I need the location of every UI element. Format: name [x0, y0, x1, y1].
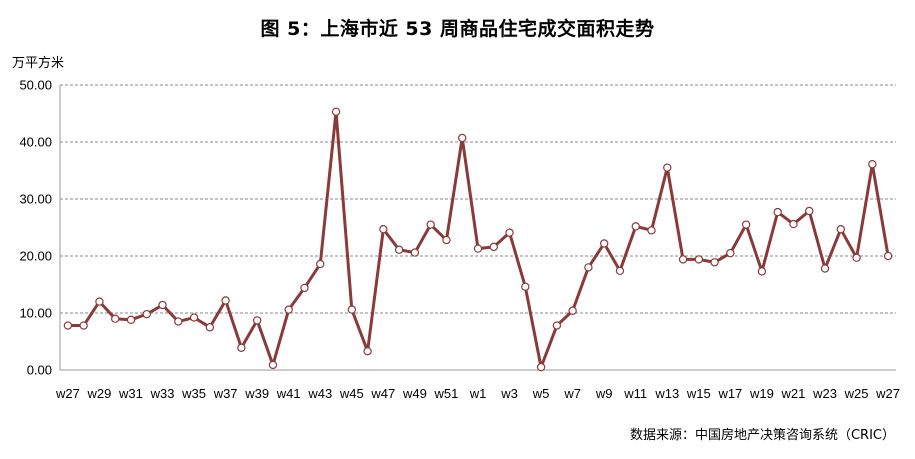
x-tick-label: w11: [623, 386, 647, 401]
data-point: [663, 163, 672, 172]
data-point: [678, 255, 688, 264]
data-point: [694, 255, 704, 264]
data-point: [552, 321, 562, 330]
x-tick-label: w5: [532, 386, 550, 401]
x-tick-label: w15: [686, 386, 711, 401]
x-tick-label: w23: [812, 386, 837, 401]
data-point: [710, 258, 719, 267]
data-point: [489, 242, 498, 252]
data-point: [773, 207, 782, 217]
x-tick-label: w9: [595, 386, 613, 401]
y-tick-label: 10.00: [19, 306, 52, 321]
data-point: [126, 315, 136, 325]
data-point: [379, 225, 388, 234]
x-tick-label: w17: [717, 386, 742, 401]
x-tick-label: w1: [469, 386, 487, 401]
data-point: [726, 248, 735, 258]
y-tick-label: 30.00: [19, 192, 52, 207]
data-point: [647, 226, 656, 235]
data-point: [268, 360, 278, 370]
x-tick-label: w31: [118, 386, 143, 401]
data-point: [631, 222, 640, 231]
y-tick-label: 0.00: [27, 363, 52, 378]
data-point: [284, 305, 293, 314]
x-tick-label: w35: [181, 386, 206, 401]
x-tick-label: w41: [276, 386, 301, 401]
data-point: [95, 297, 104, 306]
data-point: [205, 323, 215, 332]
data-point: [458, 133, 467, 143]
x-tick-label: w19: [749, 386, 774, 401]
x-tick-label: w27: [55, 386, 80, 401]
data-point: [331, 107, 341, 116]
data-point: [615, 266, 625, 276]
data-point: [757, 267, 767, 276]
data-point: [584, 263, 593, 272]
y-axis-label: 万平方米: [12, 56, 65, 71]
y-tick-label: 50.00: [19, 78, 52, 93]
data-point: [836, 225, 845, 234]
data-point: [111, 314, 120, 323]
data-point: [883, 251, 893, 261]
x-tick-label: w27: [875, 386, 900, 401]
x-tick-label: w49: [402, 386, 427, 401]
data-point: [789, 219, 798, 229]
data-point: [394, 245, 404, 254]
x-tick-label: w51: [434, 386, 459, 401]
data-point: [174, 317, 183, 326]
data-point: [237, 343, 246, 352]
x-tick-label: w47: [370, 386, 395, 401]
data-point: [79, 321, 88, 330]
x-tick-label: w29: [87, 386, 112, 401]
data-point: [410, 248, 420, 257]
chart-title: 图 5：上海市近 53 周商品住宅成交面积走势: [260, 18, 655, 40]
data-point: [852, 253, 861, 262]
x-tick-label: w37: [213, 386, 238, 401]
data-point: [426, 220, 435, 229]
x-tick-label: w43: [307, 386, 332, 401]
data-point: [599, 239, 609, 248]
data-point: [158, 300, 167, 310]
data-point: [442, 235, 451, 245]
data-point: [473, 244, 483, 253]
data-point: [805, 206, 814, 216]
data-point: [820, 264, 830, 273]
data-point: [316, 259, 325, 269]
x-tick-label: w25: [844, 386, 869, 401]
x-tick-label: w45: [339, 386, 364, 401]
y-tick-label: 20.00: [19, 249, 52, 264]
data-point: [347, 305, 357, 314]
x-tick-label: w21: [781, 386, 806, 401]
data-point: [868, 160, 877, 169]
data-point: [189, 313, 199, 322]
data-point: [142, 309, 151, 319]
x-tick-label: w13: [654, 386, 679, 401]
x-tick-label: w33: [150, 386, 175, 401]
data-point: [521, 282, 530, 291]
x-tick-label: w3: [500, 386, 518, 401]
data-point: [741, 220, 751, 229]
data-point: [252, 316, 262, 325]
x-tick-label: w7: [563, 386, 581, 401]
data-point: [505, 228, 514, 237]
series-line: [67, 110, 890, 369]
data-point: [363, 346, 372, 356]
y-tick-label: 40.00: [19, 135, 52, 150]
data-point: [536, 362, 546, 372]
data-point: [221, 296, 230, 305]
source-note: 数据来源：中国房地产决策咨询系统（CRIC）: [629, 428, 895, 443]
x-tick-label: w39: [244, 386, 269, 401]
data-point: [568, 306, 577, 315]
data-point: [63, 321, 73, 330]
data-point: [300, 283, 309, 293]
